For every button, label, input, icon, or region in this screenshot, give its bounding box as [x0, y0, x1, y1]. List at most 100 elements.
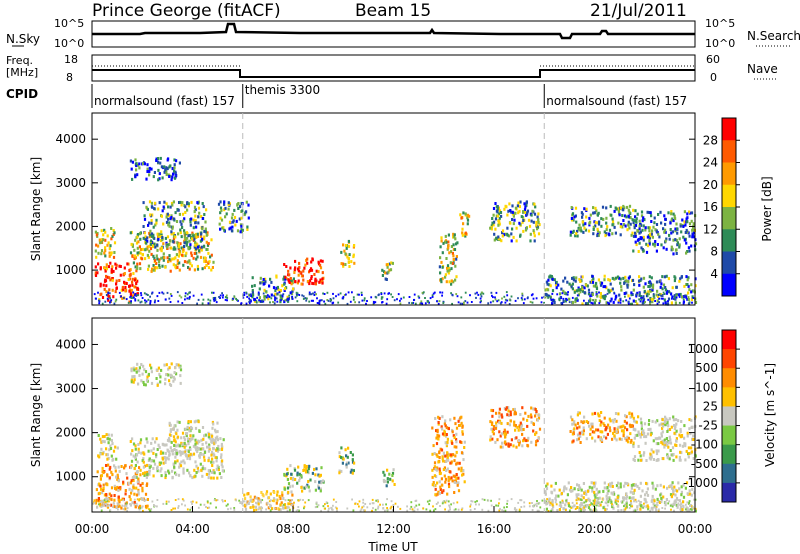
heatmap-cell	[108, 504, 111, 506]
heatmap-cell	[161, 264, 164, 268]
heatmap-cell	[548, 295, 551, 298]
heatmap-cell	[565, 292, 568, 296]
heatmap-cell	[98, 241, 102, 245]
heatmap-cell	[137, 294, 139, 297]
heatmap-cell	[686, 220, 689, 224]
heatmap-cell	[469, 508, 472, 511]
heatmap-cell	[476, 500, 478, 503]
heatmap-cell	[240, 302, 242, 305]
heatmap-cell	[209, 437, 212, 441]
heatmap-cell	[539, 506, 542, 509]
heatmap-cell	[144, 383, 147, 387]
heatmap-cell	[179, 381, 182, 385]
heatmap-cell	[393, 483, 396, 486]
heatmap-cell	[251, 289, 254, 292]
heatmap-cell	[171, 167, 174, 171]
heatmap-cell	[491, 430, 494, 434]
heatmap-cell	[687, 298, 690, 301]
heatmap-cell	[201, 465, 205, 469]
heatmap-cell	[506, 499, 509, 502]
heatmap-cell	[437, 490, 440, 494]
heatmap-cell	[104, 267, 107, 271]
heatmap-cell	[685, 295, 687, 298]
heatmap-cell	[634, 209, 637, 213]
heatmap-cell	[648, 211, 651, 214]
heatmap-cell	[461, 302, 464, 305]
heatmap-cell	[220, 442, 223, 446]
heatmap-cell	[625, 495, 628, 498]
heatmap-cell	[109, 465, 112, 469]
heatmap-cell	[510, 210, 513, 214]
heatmap-cell	[171, 452, 174, 456]
heatmap-cell	[652, 283, 655, 287]
heatmap-cell	[686, 297, 689, 301]
heatmap-cell	[211, 457, 214, 461]
heatmap-cell	[231, 225, 234, 229]
heatmap-cell	[687, 446, 690, 450]
heatmap-cell	[614, 412, 618, 415]
heatmap-cell	[549, 284, 552, 288]
heatmap-cell	[533, 234, 536, 238]
heatmap-cell	[310, 260, 313, 264]
heatmap-cell	[269, 509, 272, 512]
heatmap-cell	[633, 436, 636, 440]
heatmap-cell	[196, 302, 198, 305]
heatmap-cell	[201, 227, 204, 231]
heatmap-cell	[608, 290, 611, 294]
heatmap-cell	[182, 263, 185, 267]
heatmap-cell	[583, 501, 586, 504]
heatmap-cell	[110, 503, 113, 507]
heatmap-cell	[175, 451, 178, 455]
heatmap-cell	[679, 508, 682, 511]
heatmap-cell	[627, 300, 630, 304]
heatmap-cell	[627, 220, 630, 224]
heatmap-cell	[660, 294, 662, 297]
heatmap-cell	[345, 461, 349, 465]
heatmap-cell	[111, 277, 114, 280]
heatmap-cell	[156, 232, 159, 236]
heatmap-cell	[136, 279, 139, 283]
heatmap-cell	[184, 254, 187, 258]
heatmap-cell	[455, 473, 458, 476]
heatmap-cell	[155, 262, 158, 265]
heatmap-cell	[340, 469, 343, 473]
heatmap-cell	[101, 466, 104, 470]
heatmap-cell	[556, 509, 559, 512]
heatmap-cell	[591, 293, 594, 296]
heatmap-cell	[559, 296, 562, 299]
heatmap-cell	[256, 296, 258, 299]
heatmap-cell	[600, 411, 603, 414]
heatmap-cell	[169, 293, 172, 295]
heatmap-cell	[314, 488, 317, 492]
heatmap-cell	[134, 265, 137, 269]
heatmap-cell	[576, 413, 579, 417]
y-tick-label: 3000	[55, 176, 86, 190]
heatmap-cell	[511, 227, 514, 231]
heatmap-cell	[616, 495, 619, 499]
heatmap-cell	[181, 431, 185, 435]
heatmap-cell	[605, 228, 608, 232]
heatmap-cell	[177, 232, 180, 236]
heatmap-cell	[650, 507, 653, 510]
heatmap-cell	[323, 507, 326, 510]
heatmap-cell	[571, 282, 574, 286]
heatmap-cell	[164, 461, 167, 464]
heatmap-cell	[139, 473, 142, 477]
heatmap-cell	[586, 302, 589, 306]
heatmap-cell	[173, 371, 176, 374]
heatmap-cell	[307, 280, 310, 283]
heatmap-cell	[134, 278, 137, 282]
heatmap-cell	[111, 234, 114, 238]
heatmap-cell	[665, 291, 668, 295]
heatmap-cell	[309, 267, 313, 271]
heatmap-cell	[480, 300, 482, 303]
heatmap-cell	[457, 419, 460, 423]
heatmap-cell	[450, 476, 453, 480]
heatmap-cell	[185, 231, 188, 235]
heatmap-cell	[261, 499, 264, 501]
heatmap-cell	[167, 217, 170, 221]
heatmap-cell	[100, 249, 104, 253]
heatmap-cell	[344, 252, 347, 256]
heatmap-cell	[640, 297, 642, 300]
heatmap-cell	[661, 294, 664, 297]
